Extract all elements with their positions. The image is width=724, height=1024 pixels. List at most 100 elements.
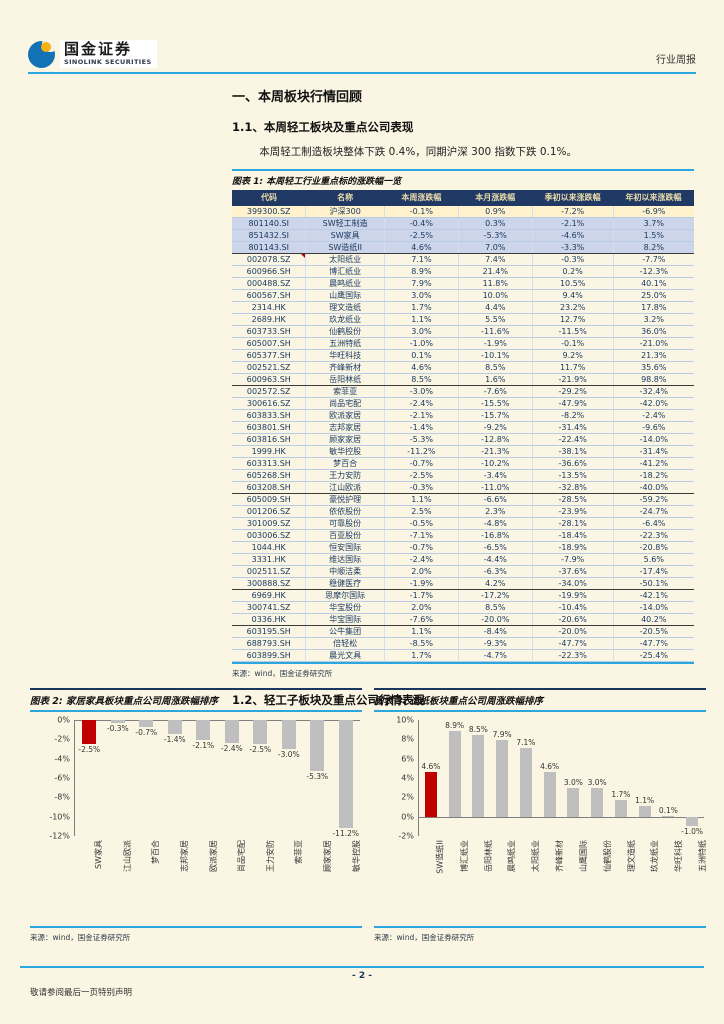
table-header-row: 代码 名称 本周涨跌幅 本月涨跌幅 季初以来涨跌幅 年初以来涨跌幅	[232, 190, 694, 206]
cell-week: -0.5%	[384, 517, 459, 530]
cell-code: 603801.SH	[232, 421, 307, 434]
cell-week: -2.5%	[384, 229, 459, 242]
cell-name: SW家具	[305, 229, 385, 242]
table-row: 002572.SZ 索菲亚 -3.0% -7.6% -29.2% -32.4%	[232, 385, 694, 398]
cell-quarter: -10.4%	[532, 601, 614, 614]
cell-code: 801143.SI	[232, 241, 307, 254]
table-row: 603733.SH 仙鹤股份 3.0% -11.6% -11.5% 36.0%	[232, 325, 694, 338]
cell-name: 倍轻松	[305, 637, 385, 650]
cell-code: 002078.SZ	[232, 253, 307, 266]
cell-quarter: -47.7%	[532, 637, 614, 650]
brand-name-en: SINOLINK SECURITIES	[64, 58, 152, 66]
category-label-text: 敏华控股	[351, 840, 361, 872]
doc-type-label: 行业周报	[656, 55, 696, 66]
red-corner-marker-icon	[301, 254, 305, 258]
cell-quarter: -47.9%	[532, 397, 614, 410]
bar-理文造纸	[614, 800, 627, 817]
bar-五洲特纸	[686, 816, 699, 827]
cell-name: SW轻工制造	[305, 217, 385, 230]
bar-索菲亚	[281, 720, 296, 749]
cell-week: 2.0%	[384, 565, 459, 578]
cell-month: 8.5%	[458, 601, 533, 614]
cell-name: 山鹰国际	[305, 289, 385, 302]
table-header-cell: 年初以来涨跌幅	[613, 190, 694, 206]
category-label: 欧派家居	[188, 838, 218, 920]
cell-year: -32.4%	[613, 385, 694, 398]
cell-year: -42.0%	[613, 397, 694, 410]
category-label: SW造纸II	[418, 838, 445, 920]
bar-SW造纸II	[424, 772, 437, 817]
cell-week: -7.6%	[384, 613, 459, 626]
cell-year: 8.2%	[613, 241, 694, 254]
y-axis-tick-label: -2%	[398, 831, 414, 841]
table-row: 801143.SI SW造纸II 4.6% 7.0% -3.3% 8.2%	[232, 241, 694, 254]
table-header-cell: 代码	[232, 190, 306, 206]
main-content: 一、本周板块行情回顾 1.1、本周轻工板块及重点公司表现 本周轻工制造板块整体下…	[232, 86, 694, 717]
cell-month: 7.0%	[458, 241, 533, 254]
cell-year: -40.0%	[613, 481, 694, 494]
category-label: 齐峰新材	[537, 838, 564, 920]
cell-week: 2.0%	[384, 601, 459, 614]
cell-week: 1.1%	[384, 625, 459, 638]
cell-quarter: -36.6%	[532, 457, 614, 470]
cell-month: 7.4%	[458, 253, 533, 266]
cell-year: 3.2%	[613, 313, 694, 326]
cell-code: 688793.SH	[232, 637, 307, 650]
cell-week: 7.1%	[384, 253, 459, 266]
cell-week: 2.5%	[384, 505, 459, 518]
cell-name: 晨光文具	[305, 649, 385, 662]
cell-week: -8.5%	[384, 637, 459, 650]
category-label: 五洲特纸	[680, 838, 707, 920]
cell-month: -10.1%	[458, 349, 533, 362]
cell-year: -59.2%	[613, 493, 694, 506]
cell-name: 太阳纸业	[305, 253, 385, 266]
brand-name-cn: 国金证券	[64, 40, 133, 58]
source-note: 来源：wind，国金证券研究所	[232, 669, 333, 678]
cell-month: -20.0%	[458, 613, 533, 626]
bar-value-label: -0.7%	[135, 727, 158, 737]
bar-value-label: 1.7%	[611, 790, 631, 800]
category-label: 理文造纸	[609, 838, 636, 920]
cell-code: 2314.HK	[232, 301, 307, 314]
cell-quarter: -18.4%	[532, 529, 614, 542]
table-row: 0336.HK 华宝国际 -7.6% -20.0% -20.6% 40.2%	[232, 613, 694, 626]
cell-quarter: -4.6%	[532, 229, 614, 242]
cell-quarter: 12.7%	[532, 313, 614, 326]
bar-江山欧派	[110, 720, 125, 723]
figure-3: 图表 3: 造纸板块重点公司周涨跌幅排序 10% 8% 6% 4% 2% 0% -2% 4.6…	[374, 688, 707, 943]
cell-year: -12.3%	[613, 265, 694, 278]
cell-code: 603195.SH	[232, 625, 307, 638]
bar-value-label: -2.1%	[192, 741, 215, 751]
table-row: 399300.SZ 沪深300 -0.1% 0.9% -7.2% -6.9%	[232, 206, 694, 218]
bar-value-label: 7.9%	[492, 730, 512, 740]
cell-year: 17.8%	[613, 301, 694, 314]
bar-value-label: -0.3%	[106, 723, 129, 733]
chart-category-axis: SW造纸II 博汇纸业 岳阳林纸 晨鸣纸业 太阳纸业 齐峰新材 山鹰国际 仙鹤股份 理文造纸 玖龙…	[418, 838, 707, 920]
bar-岳阳林纸	[472, 734, 485, 817]
category-label: 顾家家居	[303, 838, 332, 920]
cell-week: -2.4%	[384, 553, 459, 566]
cell-code: 851432.SI	[232, 229, 307, 242]
cell-quarter: 23.2%	[532, 301, 614, 314]
cell-code: 600963.SH	[232, 373, 307, 386]
cell-week: 8.5%	[384, 373, 459, 386]
y-axis-tick-label: 6%	[401, 754, 414, 764]
cell-year: -21.0%	[613, 337, 694, 350]
y-axis-tick-label: -12%	[49, 831, 70, 841]
cell-quarter: 11.7%	[532, 361, 614, 374]
cell-quarter: -34.0%	[532, 577, 614, 590]
bar-value-label: 3.0%	[587, 777, 607, 787]
figure-1-title: 图表 1: 本周轻工行业重点标的涨跌幅一览	[232, 177, 402, 187]
cell-quarter: -37.6%	[532, 565, 614, 578]
category-label: 尚品宅配	[217, 838, 246, 920]
cell-code: 1044.HK	[232, 541, 307, 554]
category-label: 王力安防	[246, 838, 275, 920]
y-axis-tick-label: 2%	[401, 792, 414, 802]
cell-year: -20.5%	[613, 625, 694, 638]
figure-1: 图表 1: 本周轻工行业重点标的涨跌幅一览 代码 名称 本周涨跌幅 本月涨跌幅 季初以来…	[232, 169, 694, 679]
cell-week: -2.5%	[384, 469, 459, 482]
cell-year: -6.9%	[613, 206, 694, 218]
cell-month: 1.6%	[458, 373, 533, 386]
figure-3-title: 图表 3: 造纸板块重点公司周涨跌幅排序	[374, 693, 706, 712]
category-label: 仙鹤股份	[585, 838, 612, 920]
